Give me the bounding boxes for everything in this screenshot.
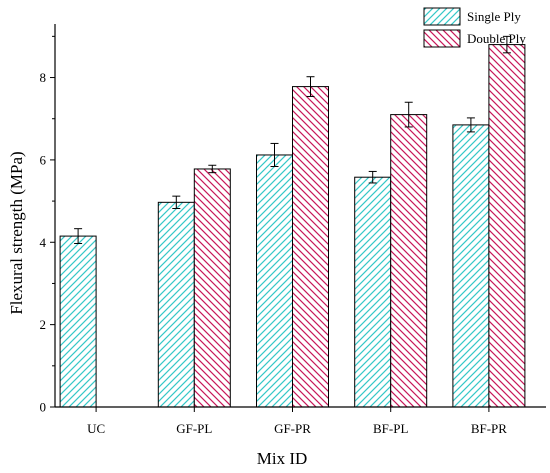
error-bar-single-ply-gf-pr (270, 142, 279, 167)
legend-swatch (423, 7, 461, 26)
legend-item-single-ply: Single Ply (423, 7, 521, 26)
bar-single-ply-gf-pr (256, 154, 293, 408)
bar-single-ply-uc (59, 235, 97, 408)
bar-single-ply-bf-pl (354, 176, 392, 408)
error-bar-single-ply-bf-pr (466, 117, 475, 133)
legend-item-double-ply: Double Ply (423, 29, 526, 48)
x-axis-title: Mix ID (257, 449, 308, 468)
legend-label: Double Ply (467, 31, 526, 46)
x-tick-label: GF-PR (274, 421, 311, 436)
axes (54, 24, 546, 408)
bar-double-ply-bf-pl (390, 114, 428, 408)
ticks: UC GF-PL GF-PR BF-PL BF-PR 0 2 4 6 8 (40, 35, 507, 436)
y-axis-title: Flexural strength (MPa) (7, 151, 26, 314)
bars (59, 44, 526, 408)
y-tick-label: 6 (40, 152, 47, 167)
x-tick-label: BF-PL (373, 421, 408, 436)
x-tick-label: GF-PL (176, 421, 212, 436)
legend-label: Single Ply (467, 9, 521, 24)
error-bars (74, 35, 511, 245)
error-bar-double-ply-bf-pr (502, 35, 511, 54)
error-bar-single-ply-bf-pl (368, 170, 377, 184)
error-bar-double-ply-bf-pl (404, 101, 413, 128)
bar-double-ply-bf-pr (488, 44, 526, 408)
y-tick-label: 2 (40, 317, 47, 332)
legend: Single Ply Double Ply (423, 7, 526, 48)
x-tick-label: BF-PR (471, 421, 507, 436)
error-bar-single-ply-gf-pl (172, 195, 181, 209)
legend-swatch (423, 29, 461, 48)
bar-single-ply-bf-pr (452, 124, 490, 408)
y-tick-label: 0 (40, 400, 47, 415)
x-tick-label: UC (87, 421, 105, 436)
bar-double-ply-gf-pr (292, 86, 329, 408)
y-tick-label: 4 (40, 235, 47, 250)
bar-single-ply-gf-pl (157, 201, 195, 408)
y-tick-label: 8 (40, 70, 47, 85)
error-bar-double-ply-gf-pr (306, 76, 315, 97)
error-bar-double-ply-gf-pl (208, 164, 217, 174)
bar-double-ply-gf-pl (193, 168, 231, 408)
error-bar-single-ply-uc (74, 228, 83, 245)
